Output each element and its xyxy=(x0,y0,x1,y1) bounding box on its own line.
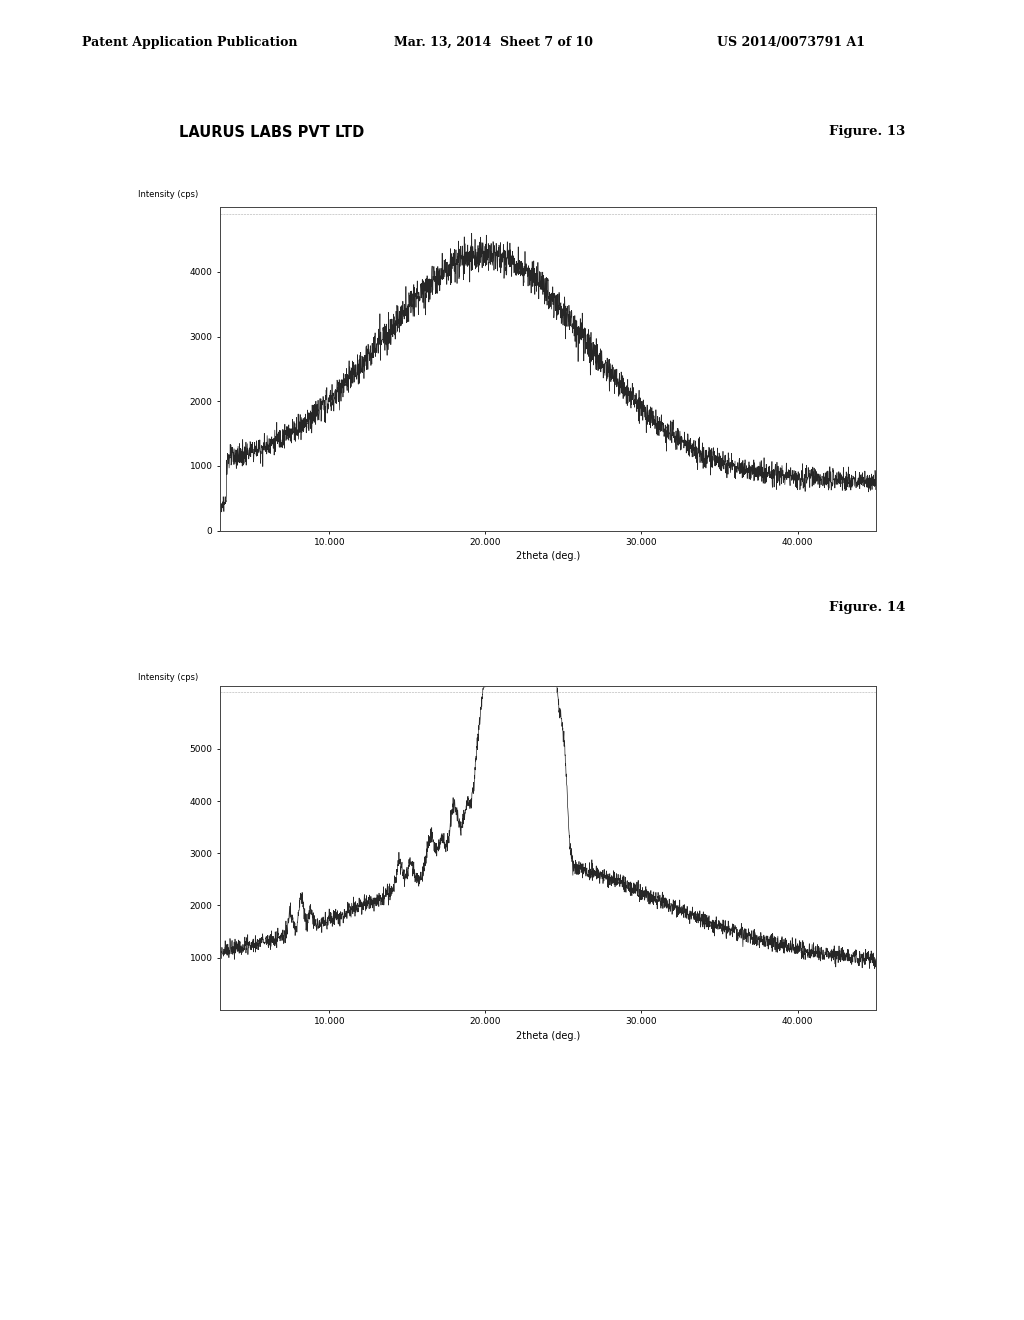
Text: Patent Application Publication: Patent Application Publication xyxy=(82,36,297,49)
X-axis label: 2theta (deg.): 2theta (deg.) xyxy=(516,1031,580,1040)
Text: Mar. 13, 2014  Sheet 7 of 10: Mar. 13, 2014 Sheet 7 of 10 xyxy=(394,36,593,49)
Text: Intensity (cps): Intensity (cps) xyxy=(138,673,199,682)
Text: US 2014/0073791 A1: US 2014/0073791 A1 xyxy=(717,36,865,49)
Text: Figure. 13: Figure. 13 xyxy=(829,125,905,139)
Text: Intensity (cps): Intensity (cps) xyxy=(138,190,199,199)
X-axis label: 2theta (deg.): 2theta (deg.) xyxy=(516,552,580,561)
Text: LAURUS LABS PVT LTD: LAURUS LABS PVT LTD xyxy=(179,125,365,140)
Text: Figure. 14: Figure. 14 xyxy=(829,601,906,614)
